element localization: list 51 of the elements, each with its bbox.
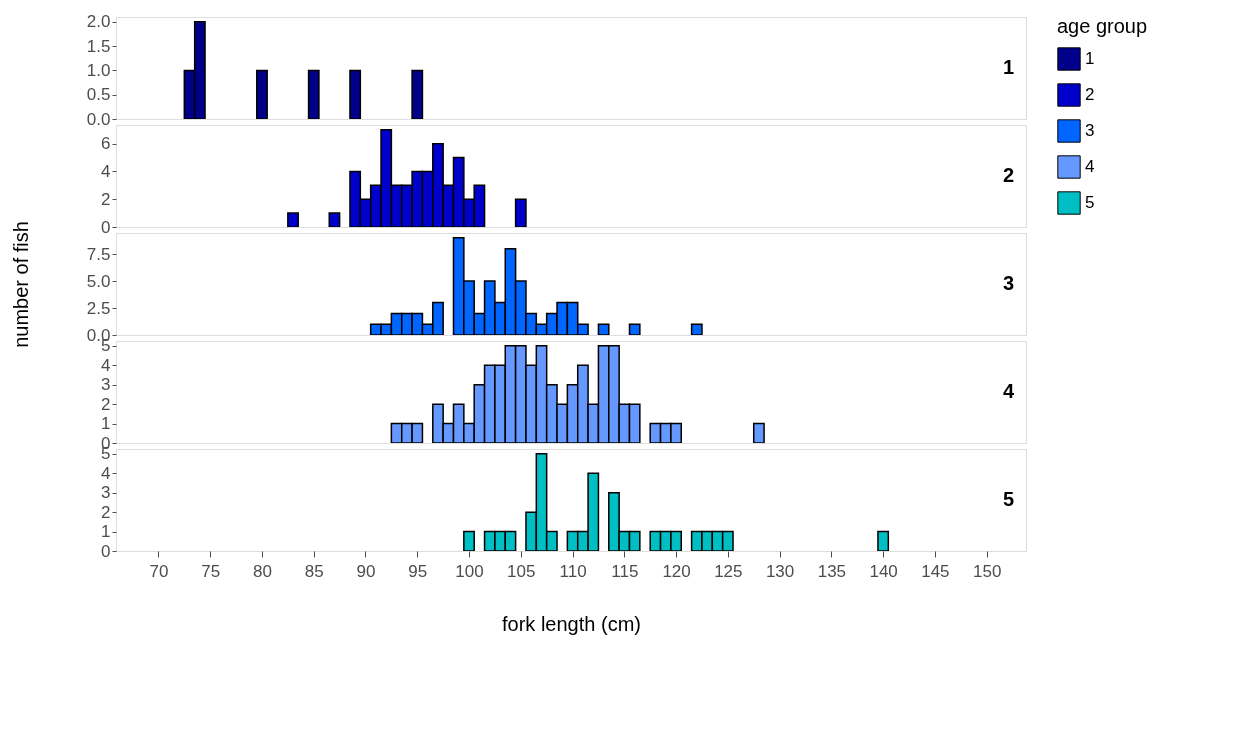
x-tick-label: 90: [356, 561, 376, 581]
x-tick-label: 110: [559, 561, 587, 581]
y-tick-label: 5.0: [86, 271, 111, 291]
y-tick-label: 0: [101, 541, 111, 561]
x-tick-label: 125: [714, 561, 743, 581]
y-tick-label: 0.0: [86, 109, 111, 129]
y-tick-label: 2.0: [86, 12, 111, 32]
x-axis-title: fork length (cm): [502, 612, 641, 635]
y-tick-label: 4: [101, 161, 111, 181]
x-tick-label: 140: [869, 561, 898, 581]
legend-label: 1: [1085, 49, 1095, 68]
y-tick-label: 7.5: [86, 244, 111, 264]
text: 1: [1002, 56, 1014, 78]
y-tick-label: 2.5: [86, 298, 111, 318]
x-tick-label: 120: [662, 561, 691, 581]
x-tick-label: 85: [304, 561, 324, 581]
y-tick-label: 2: [101, 394, 111, 414]
x-tick-label: 100: [455, 561, 484, 581]
y-tick-label: 1: [101, 414, 111, 434]
x-tick-label: 80: [253, 561, 272, 581]
x-tick-label: 130: [765, 561, 795, 581]
x-tick-label: 75: [201, 561, 221, 581]
y-tick-label: 4: [101, 463, 111, 483]
x-tick-label: 105: [507, 561, 536, 581]
y-tick-label: 0: [101, 217, 111, 237]
y-tick-label: 2: [101, 502, 111, 522]
text: 2: [1002, 164, 1014, 186]
x-tick-label: 145: [921, 561, 950, 581]
y-tick-label: 1: [101, 522, 111, 542]
legend-label: 5: [1085, 193, 1095, 212]
text: 4: [1002, 380, 1015, 402]
y-tick-label: 1.5: [86, 36, 111, 56]
y-tick-label: 3: [101, 483, 111, 503]
x-tick-label: 150: [972, 561, 1002, 581]
legend-label: 4: [1085, 157, 1095, 176]
y-tick-label: 6: [101, 134, 111, 154]
y-tick-label: 1.0: [86, 60, 111, 80]
y-tick-label: 3: [101, 375, 111, 395]
y-tick-label: 0.5: [86, 85, 111, 105]
legend-label: 2: [1085, 85, 1095, 104]
y-tick-label: 4: [101, 355, 111, 375]
text: 3: [1002, 272, 1014, 294]
legend-title: age group: [1057, 15, 1148, 37]
legend-label: 3: [1085, 121, 1095, 140]
y-axis-title: number of fish: [9, 221, 32, 348]
x-tick-label: 95: [408, 561, 428, 581]
x-tick-label: 115: [611, 561, 639, 581]
x-tick-label: 135: [817, 561, 847, 581]
x-tick-label: 70: [149, 561, 169, 581]
text: 5: [1002, 488, 1014, 510]
y-tick-label: 2: [101, 189, 111, 209]
